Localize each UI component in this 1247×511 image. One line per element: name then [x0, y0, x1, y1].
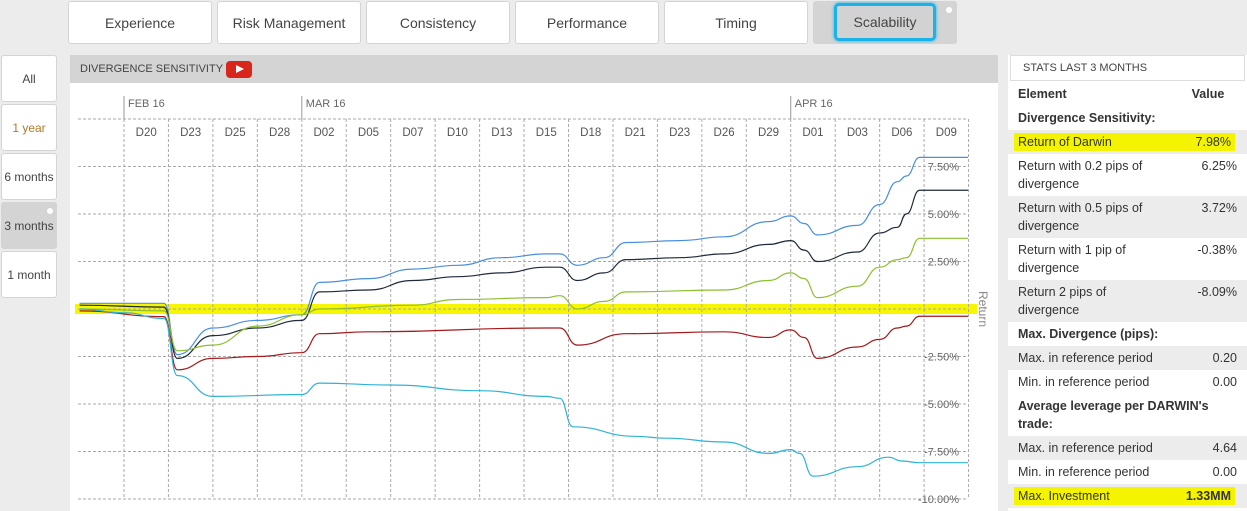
indicator-dot	[946, 7, 952, 13]
period-1-year[interactable]: 1 year	[1, 104, 57, 151]
chart-panel: DIVERGENCE SENSITIVITY	[70, 55, 998, 511]
tab-consistency[interactable]: Consistency	[366, 1, 510, 44]
indicator-dot	[47, 208, 53, 214]
tab-scalability[interactable]: Scalability	[834, 3, 936, 41]
period-6-months[interactable]: 6 months	[1, 153, 57, 200]
tab-experience[interactable]: Experience	[68, 1, 212, 44]
section-label: Max. Divergence (pips):	[1018, 327, 1159, 341]
header-value: Value	[1191, 87, 1225, 101]
element-label: Min. in reference period	[1018, 375, 1150, 389]
tab-risk-management[interactable]: Risk Management	[217, 1, 361, 44]
element-value: -8.09%	[1197, 285, 1237, 299]
element-value: 7.98%	[1195, 135, 1231, 149]
element-label: Return 2 pips of divergence	[1018, 285, 1107, 317]
period-1-month[interactable]: 1 month	[1, 251, 57, 298]
stats-section: Divergence Sensitivity:	[1008, 106, 1247, 130]
element-label: Return of Darwin	[1018, 135, 1112, 149]
section-label: Divergence Sensitivity:	[1018, 111, 1156, 125]
stats-section: Max. Divergence (pips):	[1008, 322, 1247, 346]
period-label: 3 months	[4, 218, 54, 233]
youtube-play-icon[interactable]	[226, 60, 253, 78]
element-value: 1.33MM	[1185, 489, 1231, 503]
element-label: Return with 1 pip of divergence	[1018, 243, 1126, 275]
element-label: Return with 0.5 pips of divergence	[1018, 201, 1143, 233]
stats-panel: STATS LAST 3 MONTHS Element Value Diverge…	[1008, 55, 1247, 511]
period-3-months[interactable]: 3 months	[1, 202, 57, 249]
stats-row: Return of Darwin 7.98%	[1008, 130, 1247, 154]
element-value: 4.64	[1212, 441, 1237, 455]
element-label: Max. in reference period	[1018, 441, 1153, 455]
stats-row: Max. in reference period 4.64	[1008, 436, 1247, 460]
element-value: 0.00	[1212, 465, 1237, 479]
chart-header: DIVERGENCE SENSITIVITY	[70, 55, 998, 83]
stats-row: Return with 0.5 pips of divergence 3.72%	[1008, 196, 1247, 238]
stats-row: Min. in reference period 0.00	[1008, 460, 1247, 484]
element-value: 3.72%	[1201, 201, 1237, 215]
stats-header: Element Value	[1008, 81, 1247, 106]
stats-row: Min. in reference period 0.00	[1008, 370, 1247, 394]
tab-performance[interactable]: Performance	[515, 1, 659, 44]
element-value: -0.38%	[1197, 243, 1237, 257]
element-label: Min. in reference period	[1018, 465, 1150, 479]
element-value: 0.00	[1212, 375, 1237, 389]
element-label: Return with 0.2 pips of divergence	[1018, 159, 1143, 191]
period-all[interactable]: All	[1, 55, 57, 102]
stats-row: Return with 1 pip of divergence -0.38%	[1008, 238, 1247, 280]
stats-row: Return 2 pips of divergence -8.09%	[1008, 280, 1247, 322]
stats-section: Average leverage per DARWIN's trade:	[1008, 394, 1247, 436]
element-value: 0.20	[1212, 351, 1237, 365]
stats-row: Max. in reference period 0.20	[1008, 346, 1247, 370]
stats-row: Return with 0.2 pips of divergence 6.25%	[1008, 154, 1247, 196]
element-label: Max. in reference period	[1018, 351, 1153, 365]
element-value: 6.25%	[1201, 159, 1237, 173]
stats-title: STATS LAST 3 MONTHS	[1010, 55, 1245, 81]
element-label: Max. Investment	[1018, 489, 1110, 503]
header-element: Element	[1018, 87, 1067, 101]
stats-row: Max. Investment 1.33MM	[1008, 484, 1247, 508]
section-label: Average leverage per DARWIN's trade:	[1018, 399, 1209, 431]
chart-title: DIVERGENCE SENSITIVITY	[80, 63, 224, 75]
tab-timing[interactable]: Timing	[664, 1, 808, 44]
